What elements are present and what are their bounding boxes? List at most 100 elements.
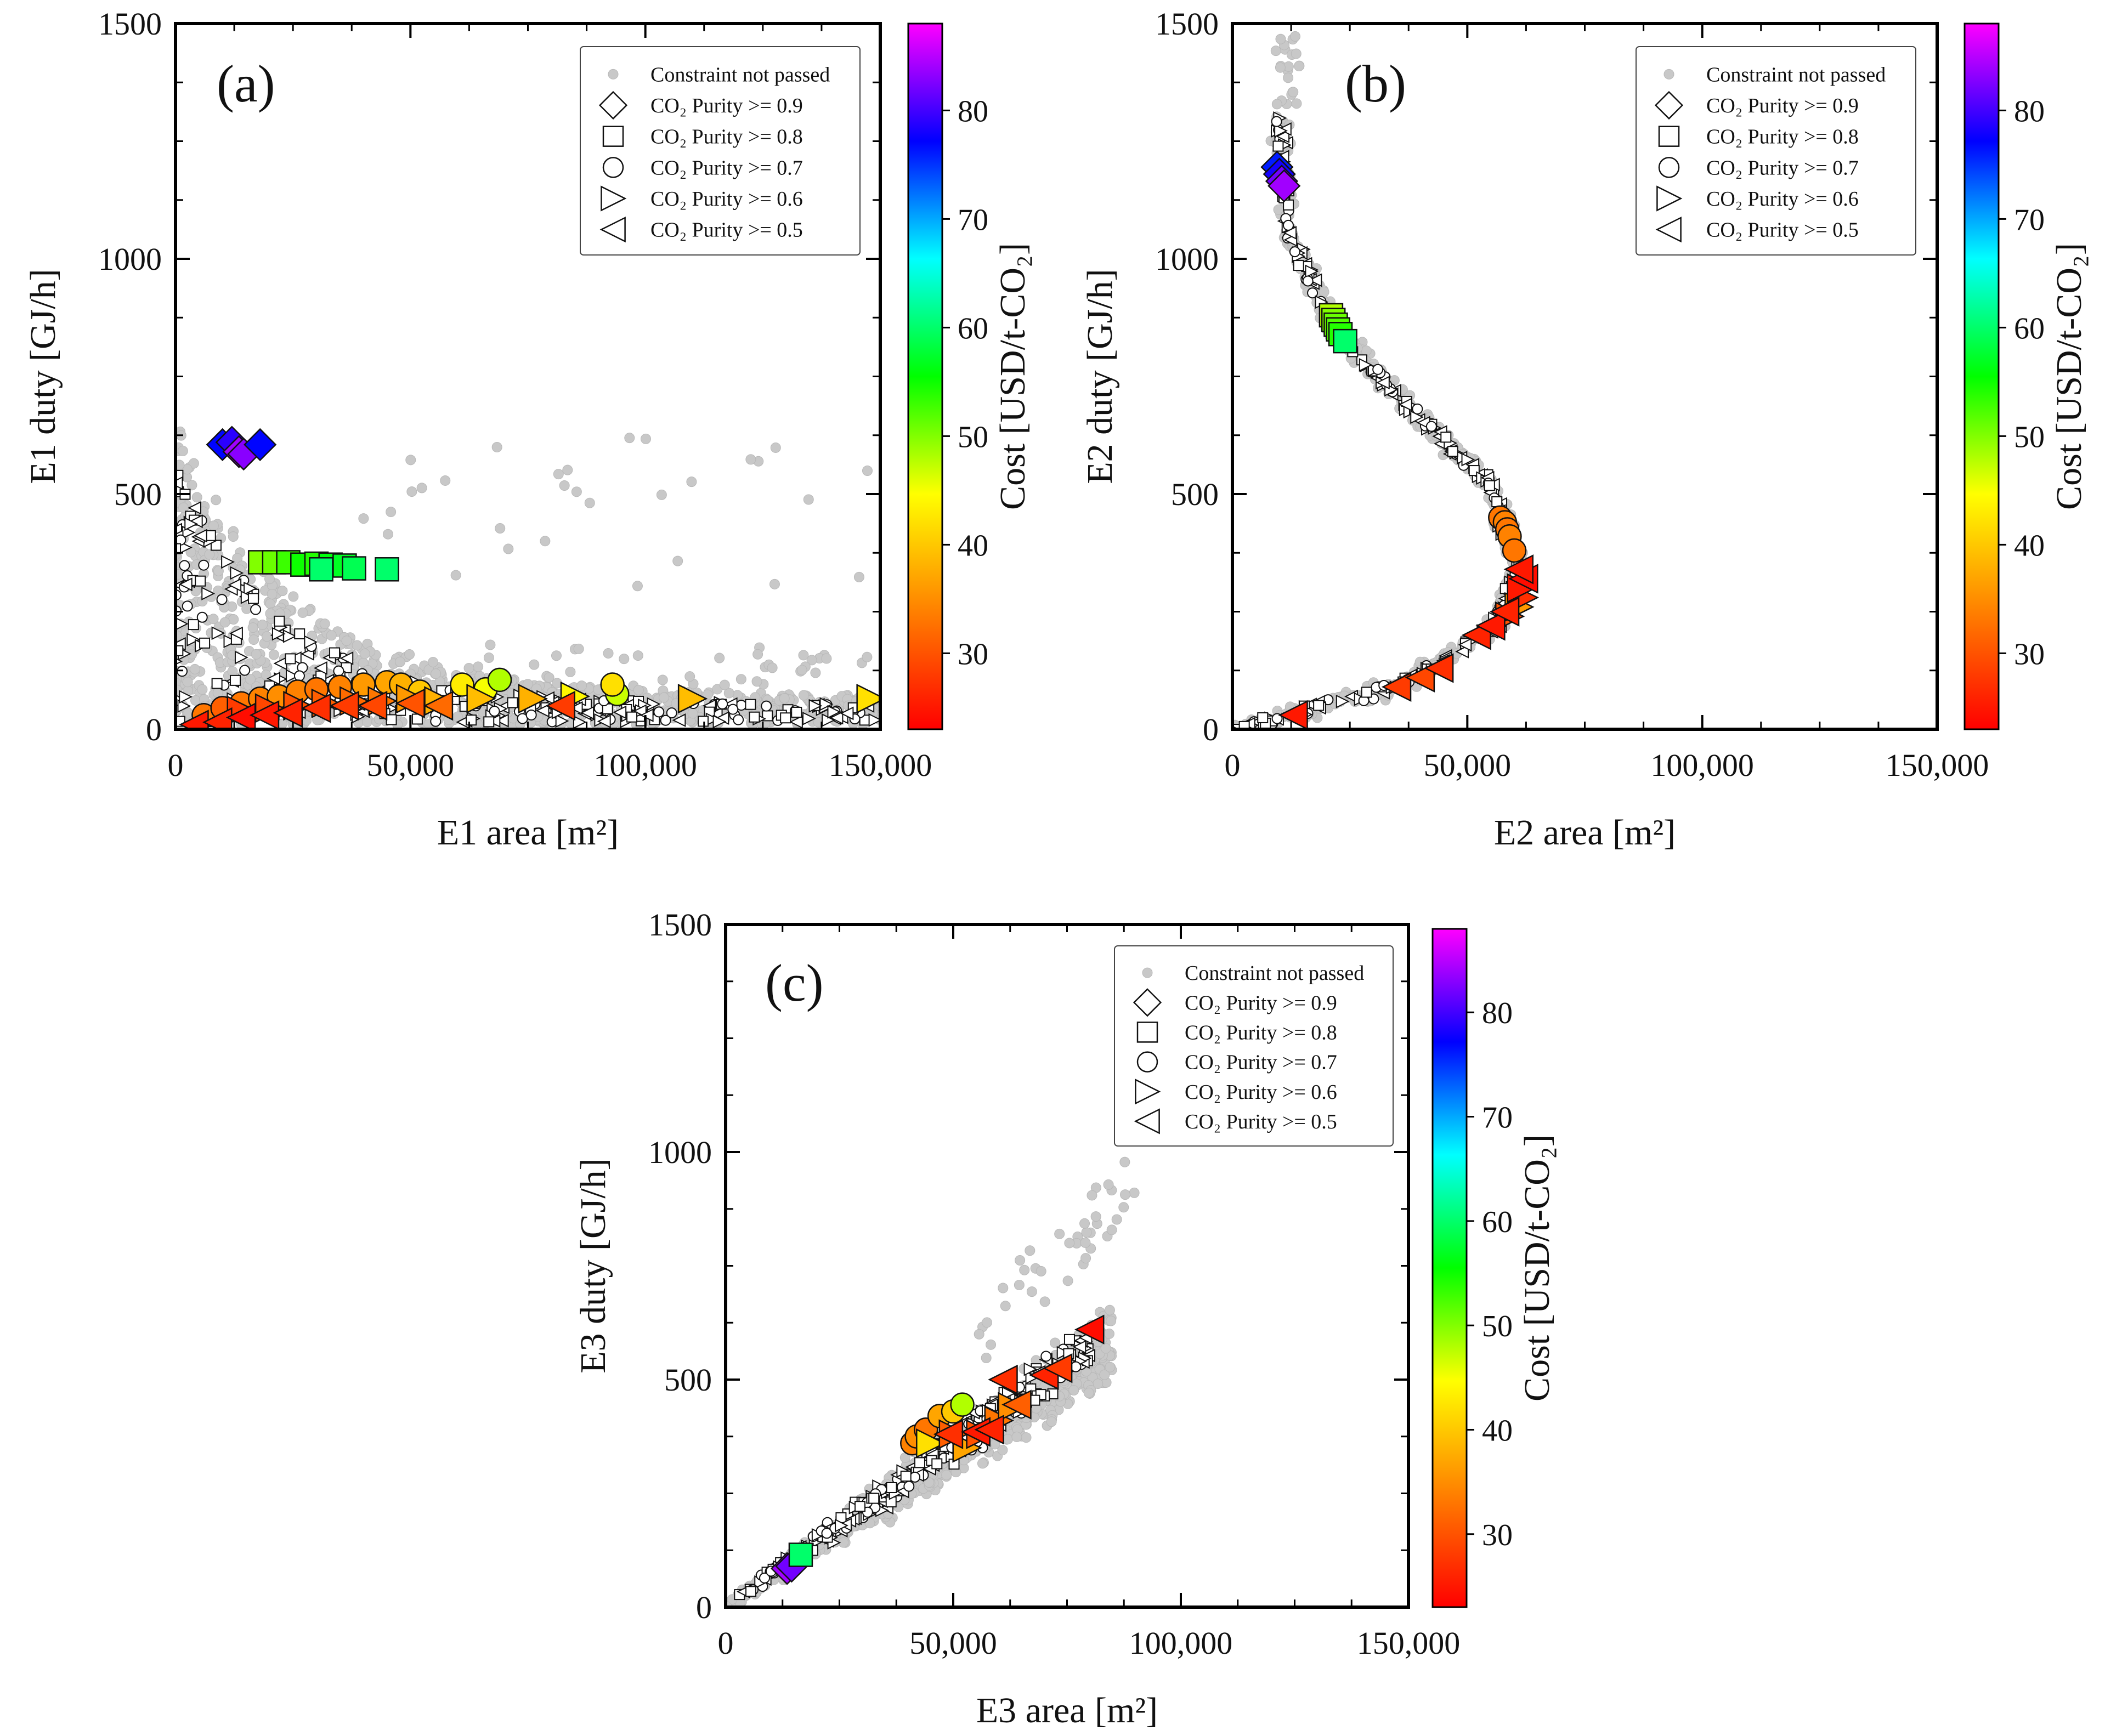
feasible-point: [666, 707, 677, 719]
feasible-point: [210, 540, 222, 551]
feasible-point: [483, 716, 495, 728]
constraint-not-passed-point: [796, 665, 807, 676]
constraint-not-passed-point: [632, 581, 643, 592]
constraint-not-passed-point: [428, 656, 439, 667]
constraint-not-passed-point: [1015, 1255, 1026, 1266]
constraint-not-passed-point: [495, 523, 506, 534]
feasible-point: [1023, 1362, 1038, 1376]
feasible-point: [808, 699, 823, 713]
colorbar-tick-label: 80: [1482, 996, 1513, 1030]
pareto-point: [1333, 328, 1357, 354]
legend-marker: [1658, 126, 1680, 147]
legend-box: [580, 46, 861, 256]
constraint-not-passed-point: [188, 458, 199, 469]
constraint-not-passed-point: [267, 589, 278, 600]
pareto-points: [179, 426, 880, 729]
constraint-not-passed-point: [208, 614, 219, 625]
legend-marker: [1134, 1108, 1160, 1134]
constraint-not-passed-point: [1014, 1279, 1025, 1290]
feasible-point: [188, 619, 199, 631]
pareto-point: [856, 684, 880, 714]
feasible-point: [569, 701, 583, 715]
feasible-point: [749, 711, 760, 723]
constraint-not-passed-point: [1288, 87, 1299, 98]
constraint-not-passed-point: [1270, 46, 1281, 56]
pareto-point: [395, 688, 425, 719]
feasible-point: [228, 578, 242, 592]
constraint-not-passed-point: [1099, 1369, 1110, 1380]
legend: Constraint not passed CO₂ Purity >= 0.9 CO…: [580, 46, 861, 256]
pareto-point: [788, 1542, 813, 1567]
constraint-not-passed-point: [573, 643, 584, 654]
constraint-not-passed-point: [779, 693, 790, 704]
feasible-point: [188, 501, 202, 515]
constraint-not-passed-point: [277, 586, 288, 597]
constraint-not-passed-point: [189, 663, 200, 674]
pareto-point: [518, 684, 548, 714]
colorbar: 30 40 50 60 70 80 Cost [USD/t-CO₂]: [1963, 22, 2089, 730]
legend-label: CO₂ Purity >= 0.6: [1706, 188, 1859, 211]
constraint-not-passed-point: [986, 1339, 997, 1350]
feasible-point: [555, 714, 569, 728]
constraint-not-passed-point: [1019, 1264, 1030, 1275]
feasible-point: [1257, 712, 1269, 723]
pareto-point: [677, 684, 708, 714]
constraint-not-passed-point: [211, 495, 222, 506]
constraint-not-passed-point: [352, 640, 363, 651]
feasible-point: [1238, 721, 1250, 729]
colorbar-tick-label: 70: [2014, 203, 2045, 237]
constraint-not-passed-point: [544, 672, 554, 683]
constraint-not-passed-point: [440, 475, 451, 486]
pareto-point: [309, 557, 333, 582]
feasible-point: [176, 645, 184, 656]
constraint-not-passed-point: [562, 464, 573, 475]
feasible-point: [229, 626, 243, 640]
feasible-point: [196, 611, 208, 623]
constraint-not-passed-point: [1129, 1187, 1140, 1198]
legend-marker: [1133, 988, 1162, 1017]
feasible-point: [819, 697, 834, 711]
constraint-not-passed-point: [1003, 1434, 1014, 1445]
constraint-not-passed-point: [219, 617, 230, 628]
x-tick-label: 100,000: [1650, 747, 1754, 783]
constraint-not-passed-point: [382, 529, 393, 540]
legend-marker: [1142, 967, 1153, 978]
feasible-point: [507, 697, 518, 708]
feasible-point: [1440, 432, 1452, 443]
constraint-not-passed-point: [806, 655, 817, 666]
colorbar-tick-label: 30: [958, 637, 988, 671]
feasible-point: [868, 713, 880, 727]
feasible-point: [886, 1482, 897, 1493]
grey-points: [726, 1156, 1140, 1607]
constraint-not-passed-point: [386, 507, 397, 518]
constraint-not-passed-point: [1106, 1315, 1117, 1326]
constraint-not-passed-point: [265, 608, 276, 619]
constraint-not-passed-point: [268, 649, 279, 660]
feasible-point: [840, 706, 854, 721]
legend-marker: [1654, 90, 1684, 120]
constraint-not-passed-point: [974, 1329, 984, 1340]
legend-marker: [608, 69, 619, 80]
colorbar-tick-label: 40: [1482, 1414, 1513, 1448]
constraint-not-passed-point: [359, 648, 370, 659]
feasible-point: [193, 529, 207, 543]
feasible-point: [903, 1480, 915, 1492]
constraint-not-passed-point: [297, 607, 308, 618]
feasible-point: [267, 672, 280, 685]
legend-label: CO₂ Purity >= 0.5: [650, 219, 803, 242]
constraint-not-passed-point: [657, 674, 668, 685]
feasible-point: [1359, 358, 1373, 372]
constraint-not-passed-point: [213, 565, 224, 576]
y-tick-label: 1500: [648, 907, 712, 943]
constraint-not-passed-point: [1100, 1343, 1111, 1354]
pareto-point: [1042, 1353, 1073, 1383]
constraint-not-passed-point: [503, 543, 514, 554]
feasible-point: [727, 704, 739, 715]
feasible-point: [1425, 421, 1437, 432]
constraint-not-passed-point: [798, 650, 809, 661]
feasible-point: [1283, 199, 1294, 211]
panel-label: (a): [217, 54, 275, 113]
feasible-point: [198, 559, 210, 571]
pareto-point: [950, 1392, 975, 1417]
